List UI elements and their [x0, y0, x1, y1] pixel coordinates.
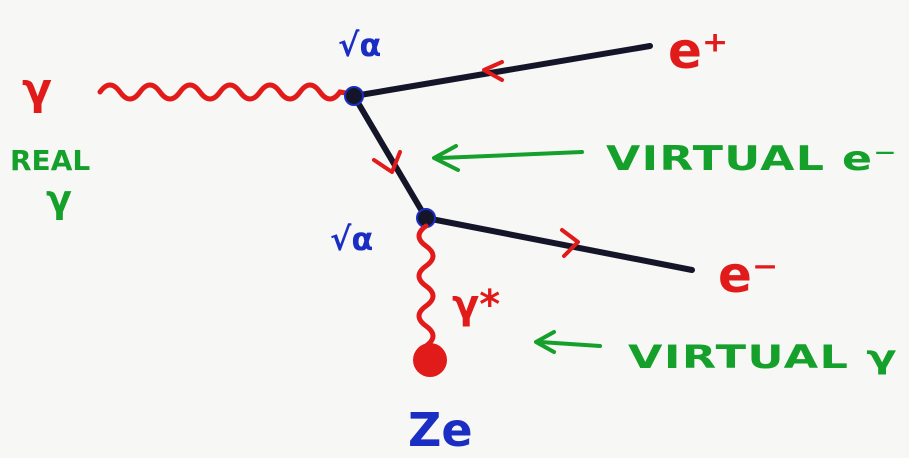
real-photon-line — [97, 82, 355, 102]
virtual-electron-label: VIRTUAL e⁻ — [606, 139, 898, 179]
bottom-coupling-label: √α — [330, 220, 373, 258]
top-coupling-label: √α — [338, 26, 381, 64]
virtual-electron-pointer-arrow-left-icon — [432, 144, 584, 172]
virtual-photon-line — [416, 223, 436, 359]
real-gamma-label: γ — [46, 177, 72, 221]
electron-line — [423, 215, 695, 273]
real-label: REAL — [10, 144, 90, 177]
virtual-photon-label: VIRTUAL γ — [628, 338, 898, 376]
positron-label: e⁺ — [668, 22, 728, 80]
nucleus-filled-circle-icon — [413, 343, 447, 377]
incoming-photon-label: γ — [22, 64, 52, 115]
virtual-photon-symbol: γ* — [452, 282, 500, 328]
nucleus-charge-label: Ze — [408, 403, 473, 457]
electron-label: e⁻ — [718, 246, 778, 304]
virtual-photon-pointer-arrow-left-icon — [534, 330, 602, 354]
positron-arrow — [482, 60, 504, 82]
virtual-electron-arrow — [372, 150, 402, 174]
electron-arrow — [560, 228, 580, 258]
positron-line — [351, 43, 653, 99]
top-vertex-dot-icon — [344, 86, 364, 106]
virtual-electron-line — [351, 93, 429, 221]
